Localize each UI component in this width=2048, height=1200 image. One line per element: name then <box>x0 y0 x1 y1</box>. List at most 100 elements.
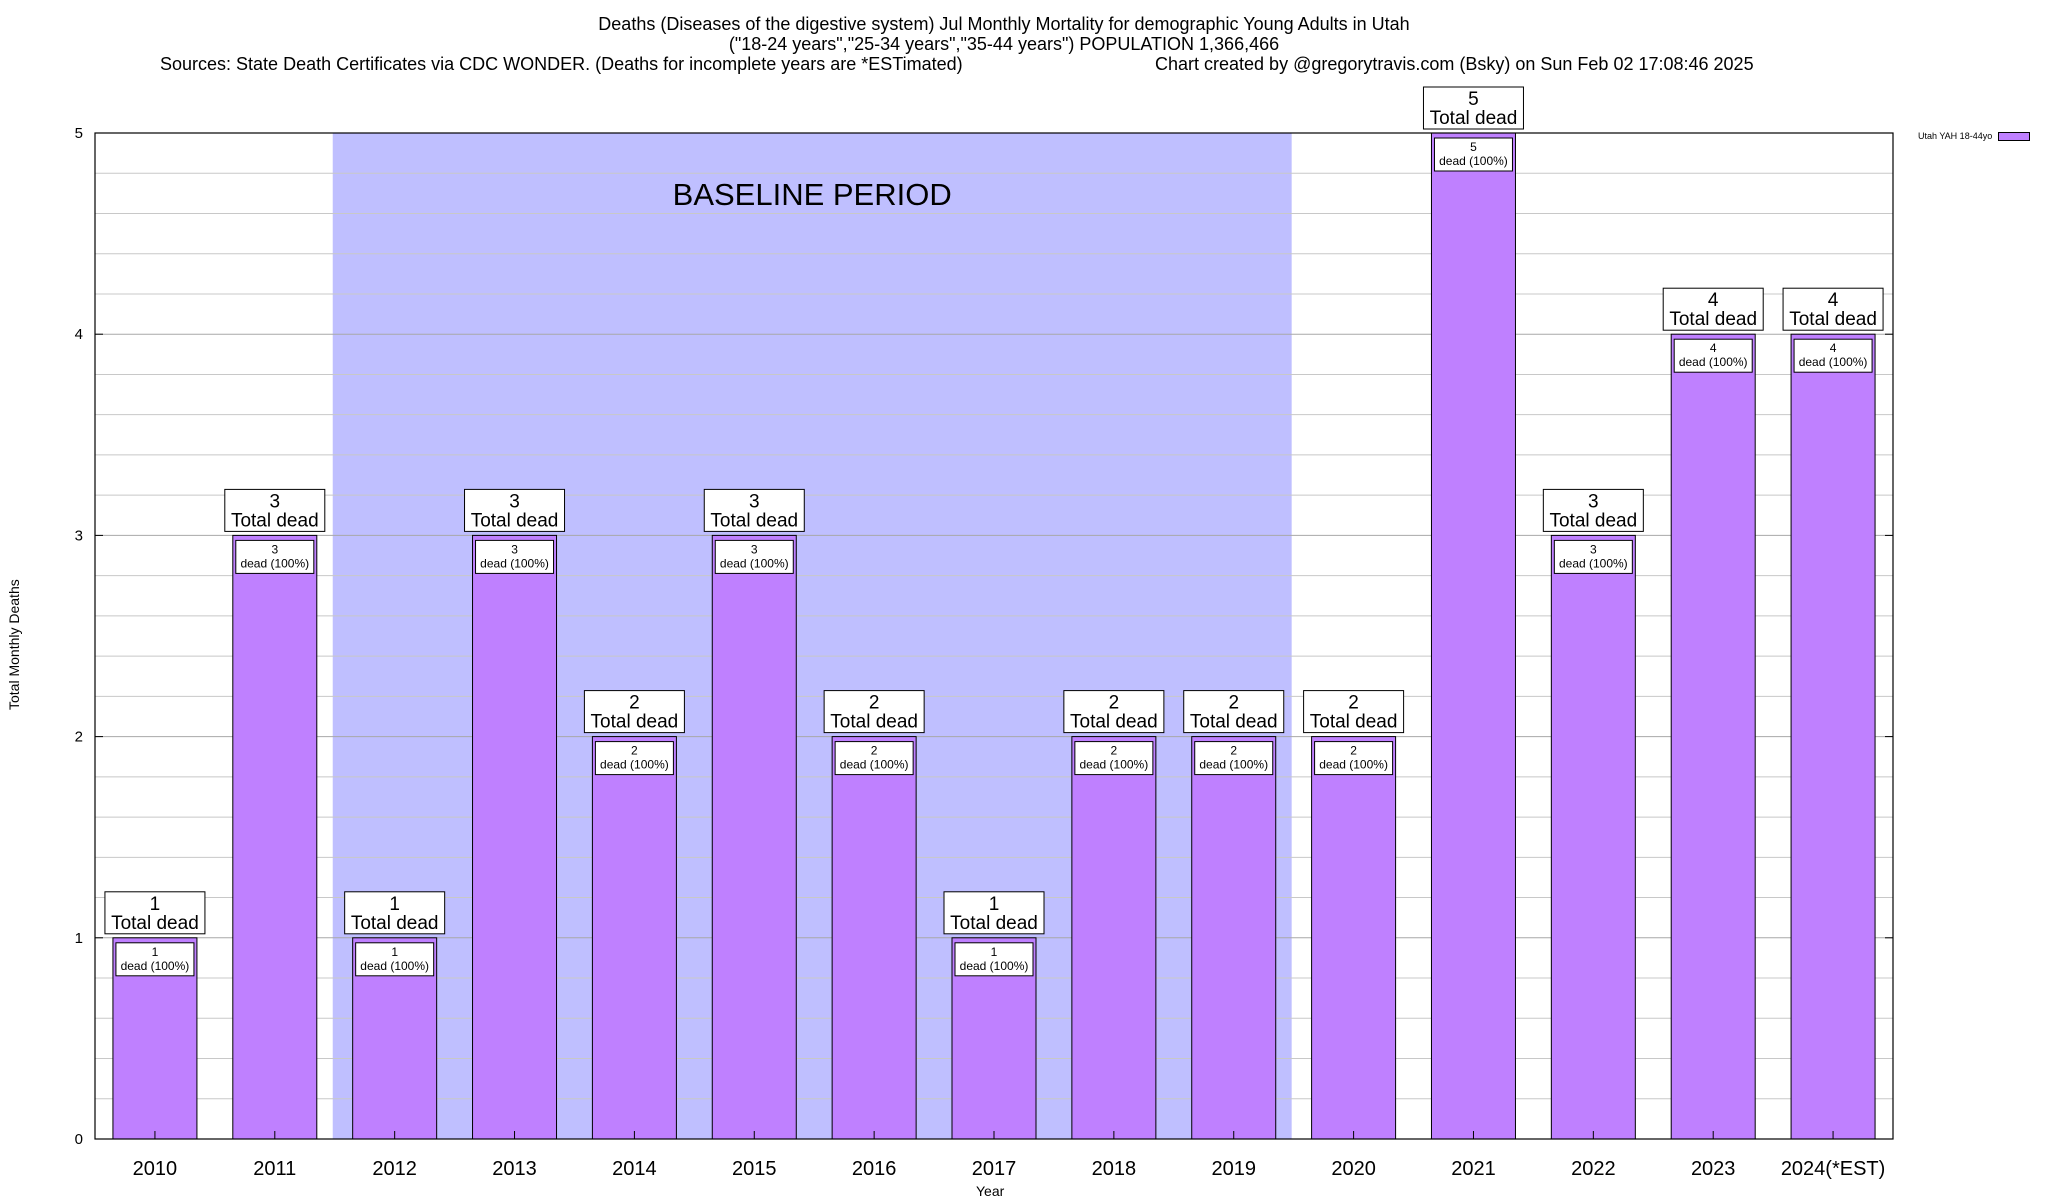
top-label-count: 3 <box>509 491 520 512</box>
top-label-count: 1 <box>389 894 400 915</box>
x-tick-label: 2022 <box>1571 1158 1616 1180</box>
plot-border <box>94 132 1894 1140</box>
bar <box>1670 333 1756 1140</box>
top-label-count: 1 <box>989 894 1000 915</box>
inner-label-count: 3 <box>1590 542 1597 556</box>
inner-label-count: 1 <box>991 945 998 959</box>
top-label-count: 3 <box>270 491 281 512</box>
top-label-text: Total dead <box>950 913 1038 934</box>
inner-label-count: 1 <box>152 945 159 959</box>
inner-label-box <box>834 741 914 776</box>
inner-label-text: dead (100%) <box>1080 758 1149 772</box>
inner-label-box <box>1793 338 1873 373</box>
top-label-text: Total dead <box>1190 712 1278 733</box>
top-label-text: Total dead <box>1789 309 1877 330</box>
x-tick-label: 2013 <box>492 1158 537 1180</box>
bar <box>1071 736 1157 1140</box>
y-tick-label: 1 <box>75 930 83 947</box>
top-label-box <box>1662 287 1764 331</box>
inner-label-text: dead (100%) <box>480 556 549 570</box>
inner-label-box <box>1673 338 1753 373</box>
bar <box>1430 132 1516 1140</box>
bar <box>1550 534 1636 1140</box>
top-label-box <box>464 488 566 532</box>
top-label-count: 2 <box>1228 693 1239 714</box>
top-label-text: Total dead <box>1430 108 1518 129</box>
inner-label-count: 2 <box>631 744 638 758</box>
top-label-text: Total dead <box>710 510 798 531</box>
top-label-text: Total dead <box>1669 309 1757 330</box>
inner-label-text: dead (100%) <box>1679 355 1748 369</box>
x-axis-label: Year <box>976 1183 1005 1199</box>
x-tick-label: 2023 <box>1691 1158 1736 1180</box>
inner-label-count: 3 <box>751 542 758 556</box>
bar <box>711 534 797 1140</box>
inner-label-box <box>355 942 435 977</box>
top-label-text: Total dead <box>351 913 439 934</box>
inner-label-count: 2 <box>1230 744 1237 758</box>
x-tick-label: 2017 <box>972 1158 1017 1180</box>
inner-label-box <box>1433 137 1513 172</box>
y-tick-label: 2 <box>75 729 83 746</box>
inner-label-count: 5 <box>1470 140 1477 154</box>
inner-label-box <box>235 539 315 574</box>
top-label-box <box>823 690 925 734</box>
x-tick-label: 2010 <box>133 1158 178 1180</box>
top-label-box <box>224 488 326 532</box>
x-tick-label: 2014 <box>612 1158 657 1180</box>
bar <box>472 534 558 1140</box>
inner-label-count: 2 <box>1111 744 1118 758</box>
top-label-box <box>344 891 446 935</box>
top-label-count: 4 <box>1708 290 1719 311</box>
x-tick-label: 2012 <box>372 1158 417 1180</box>
top-label-text: Total dead <box>1310 712 1398 733</box>
bar <box>232 534 318 1140</box>
legend-swatch <box>1998 131 2031 141</box>
bar <box>591 736 677 1140</box>
top-label-box <box>1303 690 1405 734</box>
inner-label-count: 1 <box>391 945 398 959</box>
baseline-period-label: BASELINE PERIOD <box>673 177 952 212</box>
top-label-box <box>1422 86 1524 130</box>
x-tick-label: 2021 <box>1451 1158 1496 1180</box>
x-tick-label: 2018 <box>1092 1158 1137 1180</box>
top-label-text: Total dead <box>471 510 559 531</box>
inner-label-box <box>594 741 674 776</box>
top-label-box <box>1782 287 1884 331</box>
top-label-text: Total dead <box>1549 510 1637 531</box>
chart-credit: Chart created by @gregorytravis.com (Bsk… <box>1155 54 1754 74</box>
inner-label-text: dead (100%) <box>121 959 190 973</box>
x-tick-label: 2024(*EST) <box>1781 1158 1886 1180</box>
top-label-box <box>583 690 685 734</box>
y-tick-label: 0 <box>75 1131 83 1148</box>
inner-label-text: dead (100%) <box>1559 556 1628 570</box>
bar <box>831 736 917 1140</box>
top-label-text: Total dead <box>231 510 319 531</box>
x-tick-label: 2011 <box>253 1158 296 1180</box>
top-label-text: Total dead <box>111 913 199 934</box>
top-label-box <box>1063 690 1165 734</box>
inner-label-count: 2 <box>1350 744 1357 758</box>
chart-source-note: Sources: State Death Certificates via CD… <box>160 54 963 74</box>
top-label-count: 1 <box>150 894 161 915</box>
inner-label-count: 3 <box>271 542 278 556</box>
inner-label-text: dead (100%) <box>1199 758 1268 772</box>
bar <box>1311 736 1397 1140</box>
bar <box>1191 736 1277 1140</box>
inner-label-count: 4 <box>1830 341 1837 355</box>
legend-label: Utah YAH 18-44yo <box>1918 131 1993 141</box>
inner-label-box <box>475 539 555 574</box>
top-label-box <box>104 891 206 935</box>
inner-label-text: dead (100%) <box>960 959 1029 973</box>
x-tick-label: 2019 <box>1211 1158 1256 1180</box>
inner-label-text: dead (100%) <box>840 758 909 772</box>
top-label-count: 5 <box>1468 89 1479 110</box>
inner-label-text: dead (100%) <box>240 556 309 570</box>
x-tick-label: 2015 <box>732 1158 777 1180</box>
top-label-box <box>1183 690 1285 734</box>
top-label-box <box>943 891 1045 935</box>
inner-label-text: dead (100%) <box>720 556 789 570</box>
top-label-count: 2 <box>629 693 640 714</box>
top-label-count: 3 <box>749 491 760 512</box>
legend: Utah YAH 18-44yo <box>1918 131 2031 141</box>
